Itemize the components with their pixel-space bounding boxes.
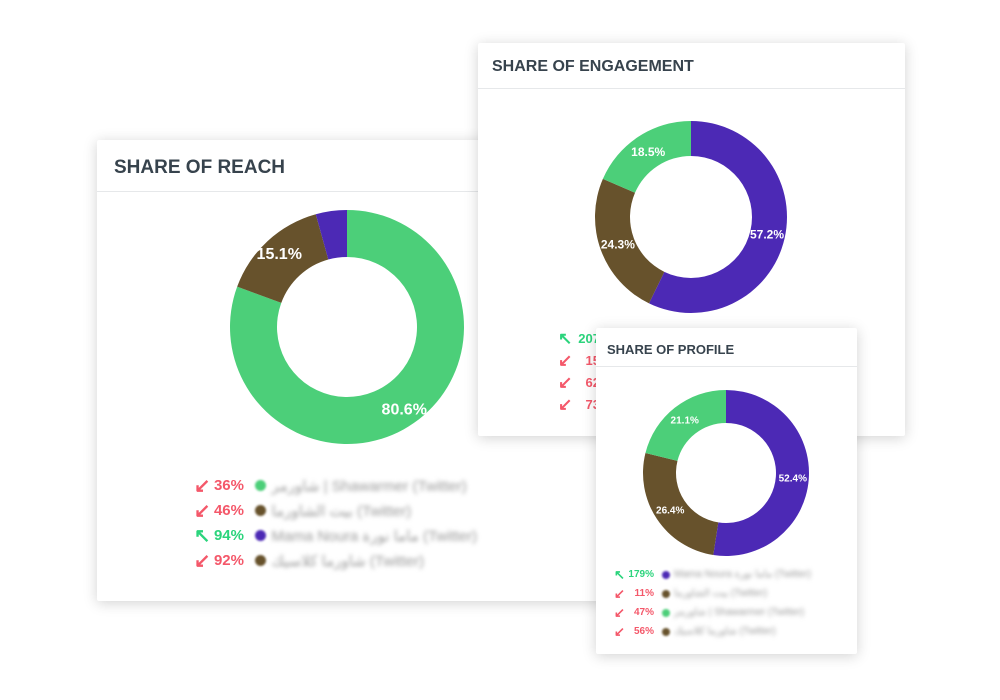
legend-label: شاورمر | Shawarmer (Twitter) [271,477,467,495]
arrow-down-left-icon: ↙ [558,394,573,414]
card-title: SHARE OF ENGAGEMENT [478,43,905,89]
legend-item[interactable]: ↖ 179% Mama Noura ماما نورة (Twitter) [614,565,811,584]
donut-slice-mama-noura[interactable] [713,390,810,556]
arrow-down-left-icon: ↙ [614,623,625,639]
donut-slice-shawarmer[interactable] [602,121,691,193]
legend-item[interactable]: ↙ 46% بيت الشاورما (Twitter) [194,498,477,523]
arrow-down-left-icon: ↙ [194,474,211,497]
slice-label: 57.2% [750,228,784,242]
legend-color-dot [662,608,670,617]
reach-legend: ↙ 36% شاورمر | Shawarmer (Twitter) ↙ 46% بيت … [194,473,477,573]
slice-label: 21.1% [671,416,699,427]
slice-label: 18.5% [631,145,665,159]
change-percent: 179% [628,569,654,580]
arrow-down-left-icon: ↙ [194,499,211,522]
legend-item[interactable]: ↙ 73 [558,393,600,415]
donut-slice-brown[interactable] [595,178,665,304]
legend-color-dot [662,570,670,579]
donut-slice-mama-noura[interactable] [315,210,347,260]
legend-item[interactable]: ↙ 56% شاورما كلاسيك (Twitter) [614,622,811,641]
arrow-down-left-icon: ↙ [558,372,573,392]
arrow-up-left-icon: ↖ [614,566,625,582]
share-of-profile-card: SHARE OF PROFILE 52.4% 26.4% 21.1% ↖ 179% Ma… [596,328,857,654]
legend-item[interactable]: ↙ 36% شاورمر | Shawarmer (Twitter) [194,473,477,498]
change-percent: 36% [213,477,244,494]
legend-color-dot [255,555,266,566]
profile-donut-chart: 52.4% 26.4% 21.1% [643,390,810,556]
card-title: SHARE OF REACH [97,140,607,192]
arrow-down-left-icon: ↙ [558,350,573,370]
change-percent: 11% [634,588,654,599]
legend-item[interactable]: ↙ 47% شاورمر | Shawarmer (Twitter) [614,603,811,622]
change-percent: 207 [578,330,600,346]
slice-label: 26.4% [656,506,684,517]
change-percent: 46% [213,502,244,519]
engagement-donut-chart: 57.2% 24.3% 18.5% [595,121,787,313]
reach-donut-chart: 80.6% 15.1% [230,210,464,445]
arrow-down-left-icon: ↙ [614,604,625,620]
profile-legend: ↖ 179% Mama Noura ماما نورة (Twitter) ↙ 11% ب… [614,565,811,641]
legend-color-dot [662,589,670,598]
donut-slice-brown[interactable] [643,452,719,556]
legend-color-dot [255,480,266,491]
arrow-down-left-icon: ↙ [194,549,211,572]
legend-label: Mama Noura ماما نورة (Twitter) [674,569,812,580]
legend-item[interactable]: ↖ 207 [558,327,600,349]
legend-label: شاورما كلاسيك (Twitter) [271,552,425,570]
legend-item[interactable]: ↙ 11% بيت الشاورما (Twitter) [614,584,811,603]
legend-label: Mama Noura ماما نورة (Twitter) [271,527,478,545]
card-title: SHARE OF PROFILE [596,328,857,367]
arrow-down-left-icon: ↙ [614,585,625,601]
change-percent: 94% [213,527,244,544]
change-percent: 56% [633,626,654,637]
change-percent: 92% [213,552,244,569]
engagement-legend: ↖ 207 ↙ 15 ↙ 62 ↙ 73 [558,327,600,415]
legend-item[interactable]: ↙ 92% شاورما كلاسيك (Twitter) [194,548,477,573]
slice-label: 52.4% [779,474,807,485]
legend-color-dot [255,505,266,516]
donut-slice-shawarmer[interactable] [230,210,464,445]
donut-slice-brown[interactable] [237,214,329,303]
legend-label: بيت الشاورما (Twitter) [271,502,412,520]
legend-label: شاورمر | Shawarmer (Twitter) [674,607,805,618]
legend-item[interactable]: ↙ 15 [558,349,600,371]
legend-item[interactable]: ↖ 94% Mama Noura ماما نورة (Twitter) [194,523,477,548]
legend-item[interactable]: ↙ 62 [558,371,600,393]
legend-color-dot [662,627,670,636]
arrow-up-left-icon: ↖ [558,328,573,348]
slice-label: 24.3% [601,237,635,251]
slice-label: 15.1% [257,246,302,263]
arrow-up-left-icon: ↖ [194,524,211,547]
change-percent: 47% [633,607,654,618]
legend-label: شاورما كلاسيك (Twitter) [674,626,776,637]
donut-slice-mama-noura[interactable] [649,121,787,313]
legend-color-dot [255,530,266,541]
legend-label: بيت الشاورما (Twitter) [674,588,768,599]
donut-slice-shawarmer[interactable] [645,390,726,461]
slice-label: 80.6% [382,402,427,419]
